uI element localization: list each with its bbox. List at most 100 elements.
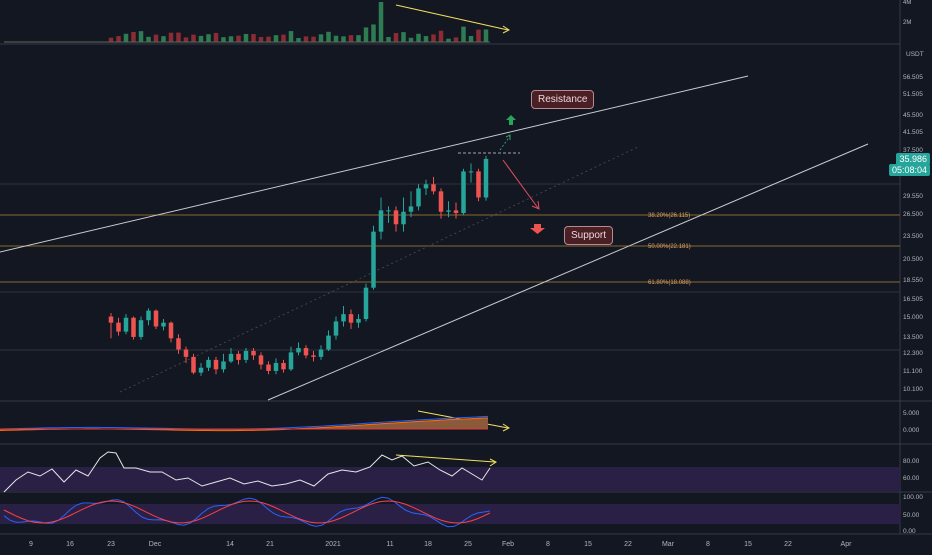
time-axis-label: Apr [841, 541, 853, 548]
candle-body[interactable] [168, 322, 174, 339]
candle-body[interactable] [386, 210, 391, 212]
volume-bar [131, 31, 136, 42]
volume-bars-group [4, 2, 490, 43]
volume-bar [221, 37, 226, 42]
candle-body[interactable] [303, 348, 309, 356]
time-axis-label: 21 [266, 541, 274, 548]
time-axis-label: Mar [662, 541, 675, 548]
volume-bar [416, 33, 421, 42]
currency-label[interactable]: USDT [906, 51, 924, 58]
volume-bar [461, 26, 466, 42]
stoch-band [0, 504, 900, 524]
time-axis[interactable]: 9 16 23 Dec 14 21 2021 11 18 25 Feb 8 15 22 Mar 8 15 22 Ap… [29, 541, 852, 548]
candle-body[interactable] [198, 367, 204, 373]
volume-bar [386, 37, 391, 42]
candle-body[interactable] [318, 349, 324, 357]
time-axis-label: Dec [149, 541, 162, 548]
candle-body[interactable] [228, 353, 234, 362]
candle-body[interactable] [138, 320, 144, 337]
volume-bar [311, 36, 316, 42]
volume-bar [281, 34, 286, 42]
support-trendline[interactable] [267, 143, 869, 401]
candle-body[interactable] [311, 355, 316, 357]
price-tick: 45.500 [903, 112, 923, 119]
resistance-callout[interactable]: Resistance [531, 90, 595, 109]
time-axis-label: 15 [744, 541, 752, 548]
candle-body[interactable] [438, 191, 444, 212]
candle-body[interactable] [401, 211, 406, 225]
up-arrow-icon [506, 115, 516, 125]
candle-body[interactable] [191, 356, 196, 373]
candle-body[interactable] [258, 355, 264, 365]
volume-bar [153, 34, 159, 42]
current-price-badge: 35.986 [896, 153, 930, 165]
candle-body[interactable] [408, 206, 414, 212]
candle-body[interactable] [243, 350, 249, 360]
volume-bar [423, 36, 429, 42]
candle-body[interactable] [131, 317, 136, 337]
fib-label-618: 61.80%(18.088) [648, 280, 691, 286]
volume-bar [408, 37, 414, 42]
volume-bar [191, 34, 196, 42]
candle-body[interactable] [483, 158, 489, 198]
candle-body[interactable] [341, 314, 346, 322]
bullish-projection-arrow [499, 135, 511, 151]
candle-body[interactable] [153, 310, 159, 327]
candle-body[interactable] [116, 322, 121, 332]
candle-body[interactable] [288, 352, 294, 370]
candle-body[interactable] [213, 359, 219, 370]
candle-body[interactable] [468, 171, 474, 173]
candle-body[interactable] [161, 322, 166, 327]
candle-body[interactable] [296, 348, 301, 353]
volume-bar [348, 35, 354, 42]
price-tick: 13.500 [903, 334, 923, 341]
candle-body[interactable] [123, 317, 129, 332]
time-axis-label: 11 [386, 541, 393, 548]
candle-body[interactable] [461, 171, 466, 214]
candle-body[interactable] [356, 318, 361, 323]
candle-body[interactable] [363, 287, 369, 319]
candle-body[interactable] [423, 184, 429, 189]
volume-bar [326, 31, 331, 42]
candle-body[interactable] [108, 316, 114, 323]
candle-body[interactable] [251, 350, 256, 356]
time-axis-label: 15 [584, 541, 592, 548]
price-tick: 11.100 [903, 368, 923, 375]
candle-body[interactable] [431, 184, 436, 192]
resistance-trendline[interactable] [0, 75, 749, 253]
candle-body[interactable] [348, 314, 354, 323]
candle-body[interactable] [183, 349, 189, 357]
candle-body[interactable] [281, 362, 286, 370]
candle-body[interactable] [333, 321, 339, 336]
candle-body[interactable] [453, 210, 459, 214]
candle-body[interactable] [273, 362, 279, 371]
time-axis-label: 23 [107, 541, 115, 548]
candle-body[interactable] [221, 361, 226, 370]
candle-body[interactable] [176, 338, 181, 350]
macd-histogram [0, 417, 488, 431]
candle-body[interactable] [476, 171, 481, 198]
time-axis-label: 18 [424, 541, 432, 548]
candle-body[interactable] [326, 335, 331, 350]
candle-body[interactable] [416, 188, 421, 207]
candle-body[interactable] [206, 359, 211, 368]
volume-bar [213, 32, 219, 42]
candle-body[interactable] [393, 210, 399, 225]
volume-bar [288, 31, 294, 42]
candle-body[interactable] [371, 231, 376, 288]
price-tick: 37.500 [903, 147, 923, 154]
volume-bar [243, 33, 249, 42]
candle-body[interactable] [266, 364, 271, 371]
time-axis-label: 22 [624, 541, 632, 548]
candle-body[interactable] [236, 353, 241, 360]
candle-body[interactable] [146, 310, 151, 321]
candle-body[interactable] [378, 210, 384, 232]
volume-bar [176, 32, 181, 42]
support-callout[interactable]: Support [564, 226, 614, 245]
volume-tick-4m: 4M [903, 0, 911, 6]
candle-body[interactable] [446, 210, 451, 212]
volume-bar [273, 35, 279, 42]
volume-bar [371, 24, 376, 42]
